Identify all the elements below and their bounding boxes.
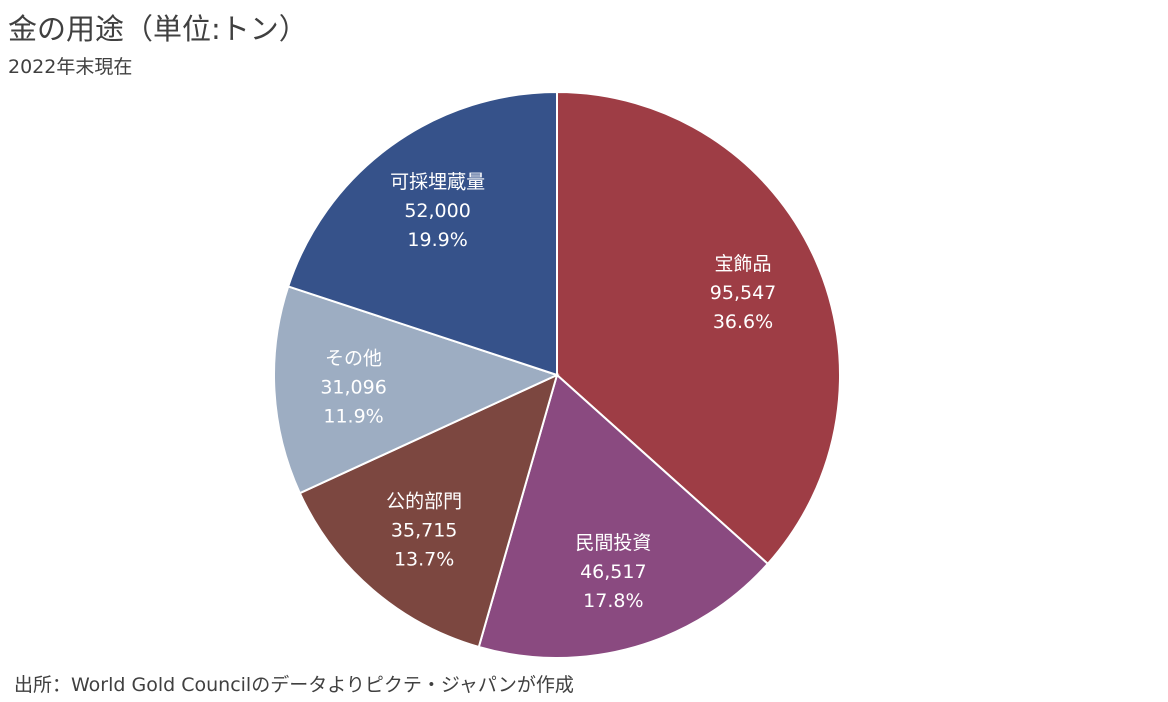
pie-slice	[273, 285, 560, 495]
slice-label: 公的部門	[386, 491, 462, 513]
chart-subtitle: 2022年末現在	[8, 56, 133, 78]
pie-slice	[556, 90, 841, 566]
slice-value-label: 95,547	[710, 282, 776, 304]
slice-label: 宝飾品	[715, 253, 772, 275]
slice-percent-label: 17.8%	[583, 590, 643, 612]
slice-percent-label: 19.9%	[407, 229, 467, 251]
slice-percent-label: 11.9%	[323, 405, 383, 427]
slice-percent-label: 13.7%	[394, 549, 454, 571]
pie-slice	[298, 373, 559, 649]
slice-value-label: 46,517	[580, 561, 646, 583]
slice-value-label: 52,000	[404, 200, 470, 222]
slice-percent-label: 36.6%	[713, 311, 773, 333]
pie-slice	[477, 373, 770, 659]
slice-value-label: 31,096	[320, 376, 386, 398]
pie-slice	[286, 90, 558, 377]
chart-title: 金の用途（単位:トン）	[8, 12, 308, 46]
slice-value-label: 35,715	[391, 520, 457, 542]
slice-label: 可採埋蔵量	[390, 171, 485, 193]
slice-label: 民間投資	[575, 532, 651, 554]
slice-label: その他	[325, 347, 382, 369]
source-note: 出所：World Gold Councilのデータよりピクテ・ジャパンが作成	[14, 674, 574, 696]
